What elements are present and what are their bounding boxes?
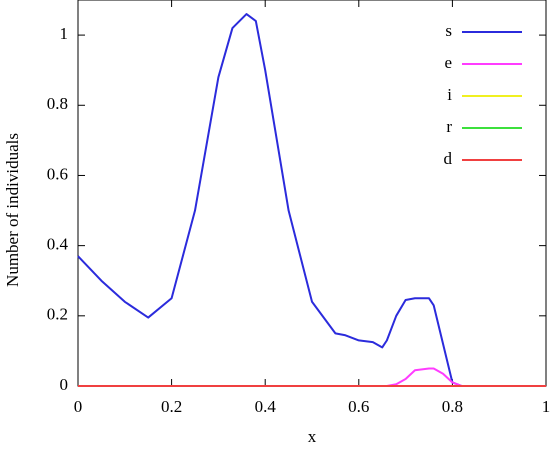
series-line: [77, 13, 546, 387]
x-axis-label: x: [308, 427, 317, 446]
y-tick-label: 0: [60, 375, 69, 394]
plot-frame: [77, 0, 547, 387]
legend-label: e: [444, 53, 452, 72]
y-tick-label: 0.6: [47, 164, 68, 183]
y-axis-label: Number of individuals: [3, 133, 22, 287]
x-tick-label: 1: [542, 397, 551, 416]
y-tick-label: 0.2: [47, 305, 68, 324]
x-tick-label: 0.6: [348, 397, 369, 416]
y-tick-label: 0.4: [47, 235, 69, 254]
x-tick-label: 0.2: [161, 397, 182, 416]
y-tick-label: 0.8: [47, 94, 68, 113]
x-tick-label: 0: [74, 397, 83, 416]
legend-label: s: [445, 21, 452, 40]
y-tick-label: 1: [60, 24, 69, 43]
legend-label: d: [444, 149, 453, 168]
x-tick-label: 0.4: [255, 397, 277, 416]
legend-label: r: [446, 117, 452, 136]
legend-label: i: [447, 85, 452, 104]
x-tick-label: 0.8: [442, 397, 463, 416]
series-line: [78, 367, 546, 387]
